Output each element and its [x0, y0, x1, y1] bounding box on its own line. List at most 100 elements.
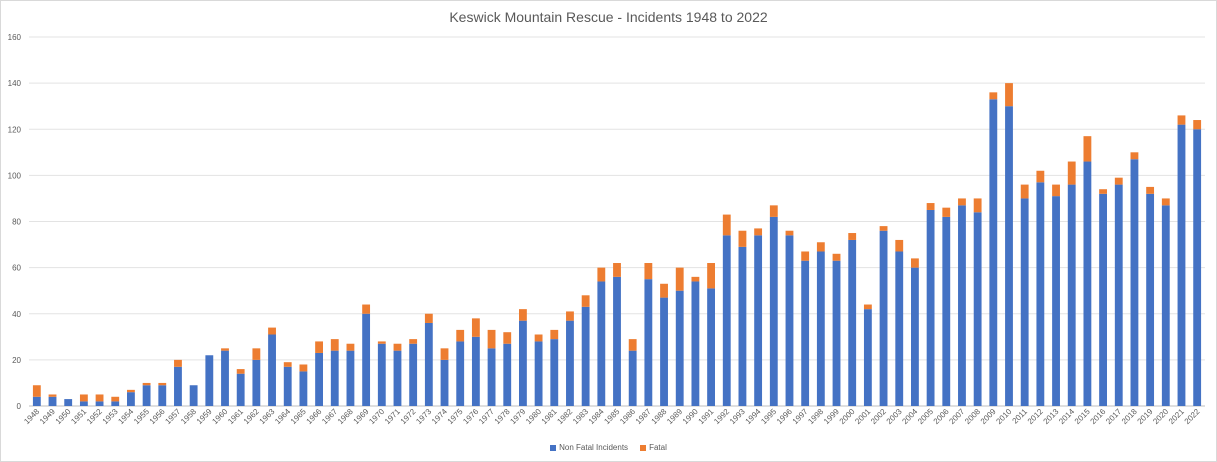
bar-non-fatal-1975: [456, 341, 465, 406]
bar-non-fatal-2020: [1161, 205, 1170, 406]
x-tick-label: 2012: [1026, 407, 1045, 426]
x-tick-label: 1969: [352, 407, 371, 426]
bar-fatal-1975: [456, 329, 465, 342]
bar-fatal-1971: [393, 343, 402, 351]
bar-non-fatal-2016: [1099, 193, 1107, 406]
bar-fatal-2005: [926, 203, 935, 210]
bar-non-fatal-2006: [942, 216, 951, 406]
x-tick-label: 1997: [791, 407, 810, 426]
bar-fatal-2013: [1052, 184, 1060, 197]
x-tick-label: 1967: [320, 407, 339, 426]
bar-fatal-1988: [660, 283, 668, 298]
bar-non-fatal-1951: [79, 401, 88, 406]
x-tick-label: 1971: [383, 407, 402, 426]
bar-non-fatal-2012: [1036, 182, 1045, 406]
bar-non-fatal-1950: [64, 399, 73, 406]
bar-fatal-2002: [879, 226, 888, 231]
bar-fatal-1974: [440, 348, 449, 360]
bar-fatal-2007: [958, 198, 966, 206]
y-tick-label: 20: [12, 356, 21, 365]
x-tick-label: 2017: [1104, 407, 1123, 426]
x-tick-label: 1970: [367, 407, 386, 426]
bar-fatal-1963: [268, 327, 276, 335]
legend-label-non-fatal: Non Fatal Incidents: [559, 443, 629, 452]
bar-non-fatal-1965: [299, 371, 308, 406]
x-tick-label: 1975: [446, 407, 465, 426]
bar-non-fatal-2005: [926, 209, 935, 406]
bar-non-fatal-2018: [1130, 159, 1139, 406]
x-tick-label: 1983: [571, 407, 590, 426]
bar-non-fatal-1957: [174, 366, 182, 406]
bar-non-fatal-1986: [628, 350, 637, 406]
bar-non-fatal-2014: [1067, 184, 1076, 406]
bar-non-fatal-1954: [127, 392, 135, 406]
bar-fatal-2018: [1130, 152, 1139, 160]
bar-fatal-1955: [142, 382, 151, 386]
x-tick-label: 2010: [994, 407, 1013, 426]
bar-fatal-2020: [1161, 198, 1170, 206]
x-tick-label: 2000: [838, 407, 857, 426]
bar-fatal-2012: [1036, 170, 1045, 183]
x-tick-label: 1973: [414, 407, 433, 426]
bar-non-fatal-1988: [660, 297, 668, 406]
bar-fatal-1992: [722, 214, 731, 236]
bar-non-fatal-1953: [111, 401, 120, 406]
x-tick-label: 1995: [759, 407, 778, 426]
legend-swatch-non-fatal: [550, 444, 557, 451]
y-tick-label: 140: [8, 79, 22, 88]
bar-non-fatal-1997: [801, 260, 810, 406]
bar-non-fatal-1969: [362, 313, 371, 406]
bar-fatal-2019: [1146, 186, 1155, 194]
bar-fatal-1972: [409, 339, 418, 344]
x-tick-label: 2019: [1136, 407, 1155, 426]
bar-non-fatal-1984: [597, 281, 606, 406]
bar-non-fatal-1985: [613, 276, 621, 406]
x-tick-label: 1988: [650, 407, 669, 426]
bar-non-fatal-1992: [722, 235, 731, 406]
bar-non-fatal-1971: [393, 350, 402, 406]
bar-fatal-1976: [471, 318, 480, 337]
bar-non-fatal-1978: [503, 343, 512, 406]
bar-fatal-2003: [895, 239, 904, 252]
bar-non-fatal-2022: [1193, 129, 1202, 406]
x-tick-label: 1999: [822, 407, 841, 426]
x-tick-label: 2011: [1011, 407, 1030, 426]
x-tick-label: 1968: [336, 407, 355, 426]
bar-fatal-1951: [79, 394, 88, 402]
bar-fatal-2016: [1099, 189, 1107, 194]
bar-fatal-2021: [1177, 115, 1186, 125]
bar-fatal-1998: [816, 242, 825, 252]
legend-label-fatal: Fatal: [649, 443, 667, 452]
bar-fatal-1970: [377, 341, 386, 344]
x-tick-label: 1979: [508, 407, 527, 426]
x-tick-label: 1974: [430, 407, 449, 426]
bar-fatal-2008: [973, 198, 982, 213]
bar-non-fatal-2019: [1146, 193, 1155, 406]
legend: Non Fatal Incidents Fatal: [1, 443, 1216, 452]
x-tick-label: 1972: [399, 407, 418, 426]
bar-non-fatal-1972: [409, 343, 418, 406]
legend-item-fatal: Fatal: [640, 443, 667, 452]
bar-non-fatal-2021: [1177, 124, 1186, 406]
x-tick-label: 1984: [587, 407, 606, 426]
bar-non-fatal-2008: [973, 212, 982, 406]
bar-non-fatal-1956: [158, 385, 167, 406]
bar-non-fatal-1968: [346, 350, 355, 406]
x-tick-label: 1994: [744, 407, 763, 426]
x-tick-label: 2001: [853, 407, 872, 426]
bar-fatal-1980: [534, 334, 543, 342]
y-tick-label: 100: [8, 171, 22, 180]
x-tick-label: 2005: [916, 407, 935, 426]
bar-non-fatal-1952: [95, 401, 104, 406]
bar-non-fatal-1973: [424, 322, 433, 406]
bar-non-fatal-1989: [675, 290, 684, 406]
bar-fatal-1965: [299, 364, 308, 372]
x-tick-label: 1949: [38, 407, 57, 426]
bar-fatal-2015: [1083, 136, 1092, 162]
bar-non-fatal-1964: [283, 366, 292, 406]
bar-fatal-1949: [48, 394, 57, 397]
x-tick-label: 1992: [712, 407, 731, 426]
bar-non-fatal-1961: [236, 373, 245, 406]
bar-fatal-1952: [95, 394, 104, 402]
bar-non-fatal-1987: [644, 279, 653, 406]
